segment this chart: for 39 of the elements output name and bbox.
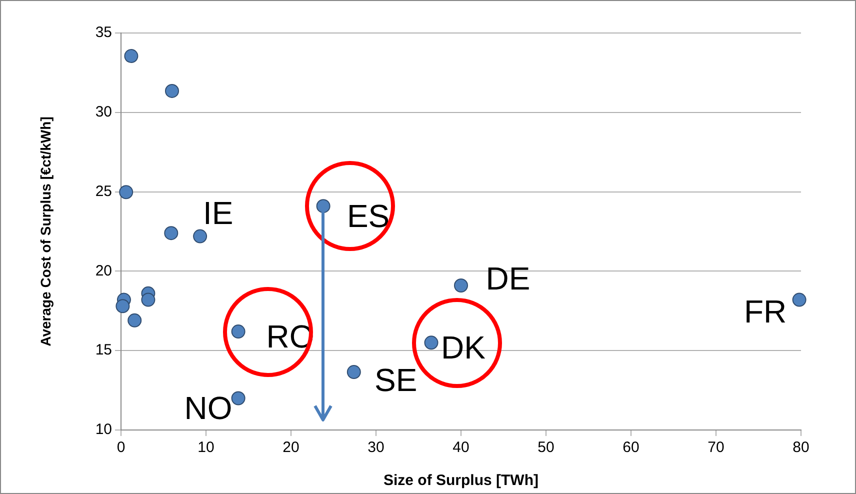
point xyxy=(128,313,142,328)
y-tick-label: 30 xyxy=(95,104,112,121)
point xyxy=(231,324,246,339)
point xyxy=(124,49,138,64)
point xyxy=(454,278,468,292)
annotation: FR xyxy=(744,294,787,330)
y-tick-label: 25 xyxy=(95,182,112,200)
annotation: DK xyxy=(441,329,486,366)
point xyxy=(792,292,806,307)
y-tick-label: 15 xyxy=(95,342,112,359)
y-tick-label: 10 xyxy=(95,421,112,438)
y-tick-label: 35 xyxy=(95,24,112,42)
annotation: NO xyxy=(184,390,232,426)
x-axis-title: Size of Surplus [TWh] xyxy=(384,472,538,490)
x-tick-label: 60 xyxy=(622,439,640,456)
point xyxy=(231,391,246,406)
y-axis-title: Average Cost of Surplus [€ct/kWh] xyxy=(37,116,54,346)
x-tick-label: 10 xyxy=(198,439,214,456)
point xyxy=(316,199,330,214)
x-tick-label: 50 xyxy=(538,439,554,456)
x-tick-label: 0 xyxy=(116,439,126,456)
point xyxy=(119,185,134,200)
point xyxy=(164,226,178,240)
annotation: DE xyxy=(486,260,530,296)
point xyxy=(193,229,208,244)
annotation: SE xyxy=(374,362,418,398)
x-tick-label: 20 xyxy=(282,439,300,456)
x-tick-label: 30 xyxy=(368,439,384,456)
y-tick-label: 20 xyxy=(95,262,112,280)
point xyxy=(141,292,156,307)
point xyxy=(424,336,438,350)
x-tick-label: 40 xyxy=(452,439,470,456)
point xyxy=(116,299,130,314)
x-tick-label: 70 xyxy=(708,439,724,456)
annotation: IE xyxy=(202,195,234,232)
point xyxy=(165,84,179,98)
point xyxy=(346,365,361,380)
annotation: ES xyxy=(346,198,390,234)
x-tick-label: 80 xyxy=(792,439,810,456)
